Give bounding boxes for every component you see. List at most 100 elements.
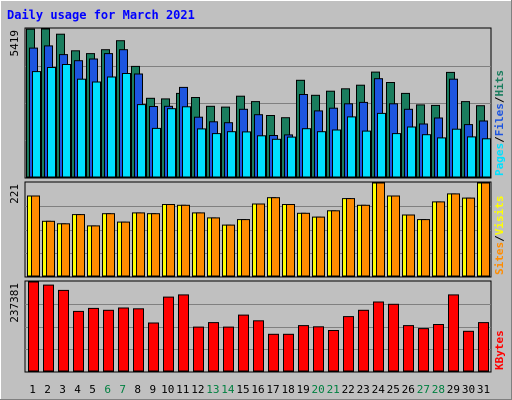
day-label-5: 5 <box>89 383 96 396</box>
bar-pages-day-2 <box>47 67 56 178</box>
panel-top-max-label: 5419 <box>8 30 21 57</box>
bar-kbytes-day-20 <box>313 326 324 372</box>
day-label-4: 4 <box>74 383 81 396</box>
bar-kbytes-day-5 <box>88 307 99 372</box>
bar-pages-day-7 <box>122 73 131 178</box>
bar-sites-day-28 <box>436 201 445 277</box>
bar-sites-day-14 <box>226 224 235 277</box>
day-label-9: 9 <box>149 383 156 396</box>
bar-sites-day-17 <box>271 197 280 277</box>
bar-kbytes-day-4 <box>73 310 84 372</box>
day-labels: 1 2 3 4 5 6 7 8 9 10 11 12 13 14 15 16 17 18 19 20 21 22 23 24 2… <box>29 383 490 396</box>
bar-kbytes-day-25 <box>388 303 399 372</box>
bar-sites-day-3 <box>61 223 70 277</box>
bar-kbytes-day-12 <box>193 326 204 372</box>
bar-pages-day-27 <box>422 134 431 178</box>
bar-kbytes-day-2 <box>43 284 54 372</box>
bar-sites-day-5 <box>91 225 100 277</box>
bar-pages-day-5 <box>92 81 101 178</box>
bar-kbytes-day-29 <box>448 294 459 372</box>
bar-sites-day-24 <box>376 182 385 277</box>
bar-sites-day-27 <box>421 219 430 277</box>
day-label-19: 19 <box>296 383 309 396</box>
bar-kbytes-day-26 <box>403 325 414 372</box>
day-label-7: 7 <box>119 383 126 396</box>
bar-kbytes-day-30 <box>463 330 474 372</box>
bar-kbytes-day-16 <box>253 320 264 372</box>
bar-sites-day-20 <box>316 216 325 277</box>
bar-sites-day-16 <box>256 203 265 277</box>
bar-pages-day-15 <box>242 131 251 178</box>
bar-sites-day-12 <box>196 212 205 277</box>
axis-label-kbytes: KBytes <box>493 330 506 370</box>
bar-sites-day-22 <box>346 198 355 277</box>
day-label-13: 13 <box>206 383 219 396</box>
axis-label-separator: / <box>493 235 506 242</box>
axis-label-files: Files <box>493 103 506 136</box>
bar-kbytes-day-10 <box>163 296 174 372</box>
bar-pages-day-14 <box>227 131 236 178</box>
bar-pages-day-3 <box>62 64 71 178</box>
axis-label-separator: / <box>493 96 506 103</box>
bar-kbytes-day-27 <box>418 328 429 372</box>
day-label-22: 22 <box>342 383 355 396</box>
bar-sites-day-18 <box>286 204 295 277</box>
panel-middle-axis-label: Sites/Visits <box>493 196 506 276</box>
bar-sites-day-23 <box>361 204 370 277</box>
day-label-21: 21 <box>327 383 340 396</box>
bar-pages-day-8 <box>137 104 146 178</box>
day-label-17: 17 <box>266 383 279 396</box>
day-label-16: 16 <box>251 383 264 396</box>
day-label-27: 27 <box>417 383 430 396</box>
bar-pages-day-6 <box>107 76 116 178</box>
bar-sites-day-30 <box>466 197 475 277</box>
day-label-8: 8 <box>134 383 141 396</box>
bar-sites-day-15 <box>241 219 250 277</box>
bar-sites-day-21 <box>331 210 340 277</box>
bar-kbytes-day-15 <box>238 314 249 372</box>
bar-pages-day-24 <box>377 112 386 178</box>
bar-pages-day-22 <box>347 116 356 178</box>
bar-kbytes-day-11 <box>178 294 189 372</box>
bar-pages-day-18 <box>287 136 296 178</box>
bar-pages-day-1 <box>32 71 41 178</box>
day-label-29: 29 <box>447 383 460 396</box>
day-label-26: 26 <box>402 383 415 396</box>
bar-kbytes-day-17 <box>268 333 279 372</box>
bar-sites-day-10 <box>166 204 175 277</box>
bar-pages-day-19 <box>302 128 311 178</box>
bar-sites-day-2 <box>46 220 55 277</box>
bar-sites-day-26 <box>406 214 415 277</box>
axis-label-visits: Visits <box>493 196 506 236</box>
bar-pages-day-31 <box>482 138 491 178</box>
day-label-1: 1 <box>29 383 36 396</box>
bar-kbytes-day-24 <box>373 301 384 372</box>
day-label-18: 18 <box>281 383 294 396</box>
day-label-28: 28 <box>432 383 445 396</box>
day-label-11: 11 <box>176 383 189 396</box>
day-label-10: 10 <box>161 383 174 396</box>
bar-sites-day-9 <box>151 213 160 277</box>
day-label-23: 23 <box>357 383 370 396</box>
day-label-30: 30 <box>462 383 475 396</box>
bar-pages-day-12 <box>197 128 206 178</box>
bar-kbytes-day-3 <box>58 289 69 372</box>
bar-pages-day-17 <box>272 138 281 178</box>
panel-top-axis-label: Pages/Files/Hits <box>493 70 506 176</box>
bar-pages-day-9 <box>152 127 161 178</box>
bar-sites-day-7 <box>121 221 130 277</box>
bar-sites-day-31 <box>481 182 490 277</box>
bar-pages-day-20 <box>317 131 326 178</box>
bar-kbytes-day-28 <box>433 324 444 372</box>
bar-pages-day-25 <box>392 133 401 178</box>
bar-sites-day-6 <box>106 213 115 277</box>
panel-bottom-max-label: 237381 <box>8 283 21 323</box>
axis-label-separator: / <box>493 136 506 143</box>
day-label-15: 15 <box>236 383 249 396</box>
bar-pages-day-26 <box>407 126 416 178</box>
bar-pages-day-29 <box>452 128 461 178</box>
bar-kbytes-day-18 <box>283 333 294 372</box>
axis-label-sites: Sites <box>493 242 506 275</box>
bar-sites-day-4 <box>76 214 85 277</box>
